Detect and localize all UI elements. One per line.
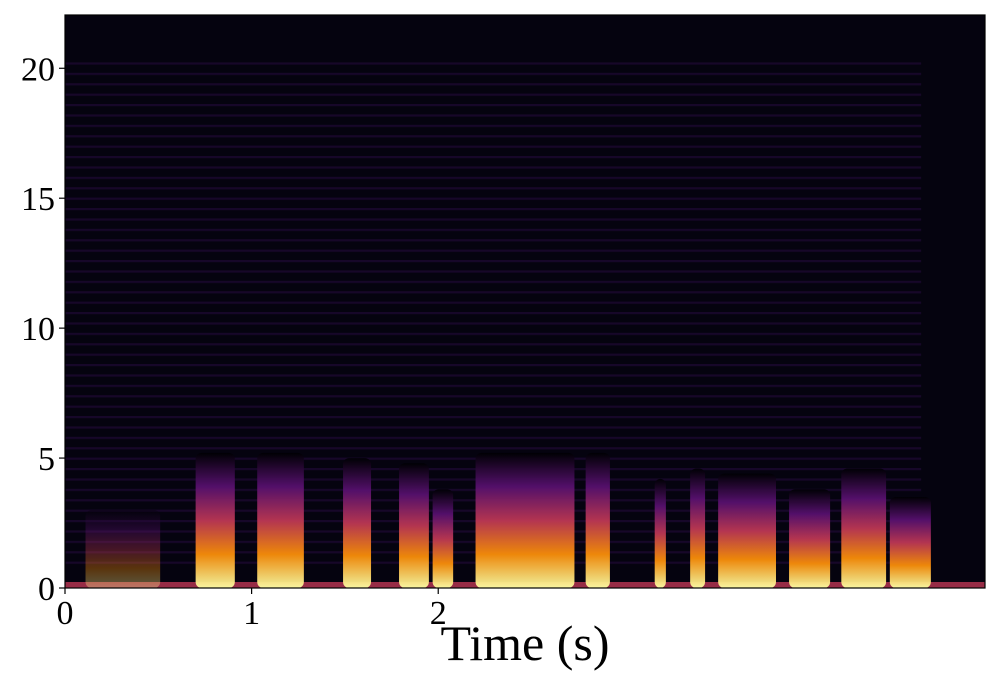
energy-burst	[432, 489, 454, 588]
y-tick-label: 10	[21, 311, 55, 348]
x-axis-label: Time (s)	[440, 615, 609, 671]
y-tick-label: 0	[38, 571, 55, 608]
energy-burst	[343, 458, 372, 588]
energy-burst	[475, 452, 575, 588]
energy-burst	[195, 452, 235, 588]
plot-area	[65, 55, 985, 588]
energy-burst	[85, 510, 161, 588]
y-tick-label: 5	[38, 441, 55, 478]
energy-burst	[399, 463, 429, 588]
energy-burst	[841, 468, 887, 588]
x-tick-label: 2	[430, 595, 447, 632]
energy-burst	[889, 497, 931, 588]
axes-frame	[64, 14, 986, 589]
energy-burst	[257, 452, 304, 588]
energy-burst	[718, 473, 776, 588]
y-tick-label: 20	[21, 51, 55, 88]
y-tick-label: 15	[21, 181, 55, 218]
energy-burst	[690, 468, 706, 588]
x-tick-label: 1	[243, 595, 260, 632]
energy-burst	[654, 478, 666, 588]
energy-burst	[585, 452, 610, 588]
x-tick-label: 0	[57, 595, 74, 632]
energy-burst	[789, 489, 831, 588]
